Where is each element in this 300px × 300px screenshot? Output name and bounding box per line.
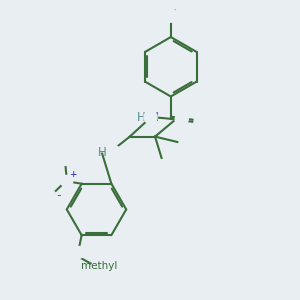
Text: H: H — [137, 111, 146, 124]
Text: H: H — [98, 146, 106, 159]
Text: O: O — [61, 152, 70, 165]
Text: Cl: Cl — [181, 137, 192, 147]
Text: methyl: methyl — [95, 267, 100, 268]
Text: -: - — [56, 189, 60, 202]
Text: O: O — [196, 115, 205, 128]
Circle shape — [180, 135, 193, 148]
Text: +: + — [69, 170, 76, 179]
Text: N: N — [150, 111, 158, 124]
Text: Cl: Cl — [176, 114, 187, 124]
Text: Cl: Cl — [165, 9, 177, 22]
Circle shape — [61, 176, 73, 187]
Circle shape — [155, 160, 168, 173]
Text: O: O — [46, 193, 55, 206]
Circle shape — [164, 9, 177, 22]
Text: Cl: Cl — [156, 161, 167, 171]
Text: O: O — [74, 246, 83, 259]
Circle shape — [175, 112, 188, 125]
Circle shape — [73, 247, 85, 258]
Circle shape — [60, 152, 71, 164]
Circle shape — [43, 192, 58, 207]
Circle shape — [144, 111, 157, 124]
Circle shape — [107, 146, 121, 159]
Text: N: N — [62, 175, 71, 188]
Text: methyl: methyl — [81, 261, 118, 271]
Circle shape — [195, 116, 206, 128]
Text: N: N — [110, 146, 118, 159]
